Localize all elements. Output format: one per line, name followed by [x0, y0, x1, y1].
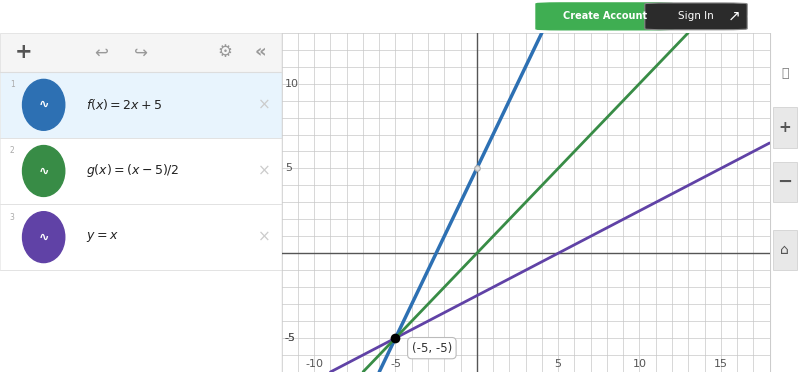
Text: ×: × [258, 163, 271, 179]
FancyBboxPatch shape [645, 3, 747, 30]
FancyBboxPatch shape [0, 72, 282, 138]
Text: 5: 5 [285, 163, 292, 173]
Text: −: − [778, 173, 792, 191]
Circle shape [22, 145, 65, 196]
Text: ↗: ↗ [728, 9, 741, 24]
FancyBboxPatch shape [0, 204, 282, 270]
Text: 5: 5 [554, 359, 562, 369]
Text: +: + [778, 120, 791, 135]
Text: $g(x) = (x-5)/2$: $g(x) = (x-5)/2$ [86, 163, 179, 179]
FancyBboxPatch shape [0, 33, 282, 72]
Text: Untitled Graph: Untitled Graph [44, 9, 146, 23]
Text: 🔧: 🔧 [781, 67, 789, 80]
Text: $f(x) = 2x + 5$: $f(x) = 2x + 5$ [86, 97, 162, 112]
Text: $y = x$: $y = x$ [86, 230, 118, 244]
Text: or: or [652, 12, 663, 21]
Text: 10: 10 [285, 78, 299, 89]
Text: 2: 2 [10, 147, 14, 155]
Text: ∿: ∿ [38, 98, 49, 111]
Text: ×: × [258, 230, 271, 245]
Text: ?: ? [754, 10, 760, 23]
Text: ×: × [258, 97, 271, 112]
FancyBboxPatch shape [773, 108, 797, 148]
Text: ∿: ∿ [38, 164, 49, 177]
Text: -5: -5 [285, 333, 296, 343]
FancyBboxPatch shape [773, 162, 797, 202]
Text: -10: -10 [305, 359, 323, 369]
Text: 3: 3 [10, 212, 14, 222]
Text: (-5, -5): (-5, -5) [412, 341, 452, 355]
Text: ⊕: ⊕ [776, 9, 789, 24]
FancyBboxPatch shape [773, 230, 797, 270]
Text: ↪: ↪ [134, 43, 148, 61]
Text: ↩: ↩ [94, 43, 108, 61]
FancyBboxPatch shape [0, 138, 282, 204]
Text: ⚙: ⚙ [218, 43, 233, 61]
Text: ⌂: ⌂ [781, 243, 789, 257]
Text: desmos: desmos [363, 7, 437, 25]
Text: Sign In: Sign In [678, 12, 714, 21]
Text: -5: -5 [390, 359, 401, 369]
Text: 15: 15 [714, 359, 728, 369]
Circle shape [22, 79, 65, 130]
Text: ∿: ∿ [38, 231, 49, 244]
Circle shape [22, 212, 65, 263]
Text: «: « [254, 43, 266, 61]
Text: +: + [15, 42, 33, 62]
FancyBboxPatch shape [536, 3, 674, 30]
Text: 10: 10 [633, 359, 646, 369]
Text: -5: -5 [285, 333, 296, 343]
Text: Create Account: Create Account [562, 12, 647, 21]
Text: 1: 1 [10, 80, 14, 89]
Text: ≡: ≡ [10, 7, 25, 25]
